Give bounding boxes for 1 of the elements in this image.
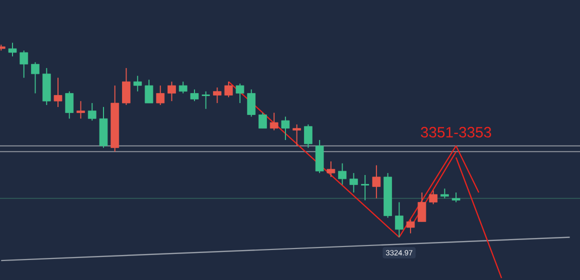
annotation: 3351-3353	[420, 126, 492, 138]
